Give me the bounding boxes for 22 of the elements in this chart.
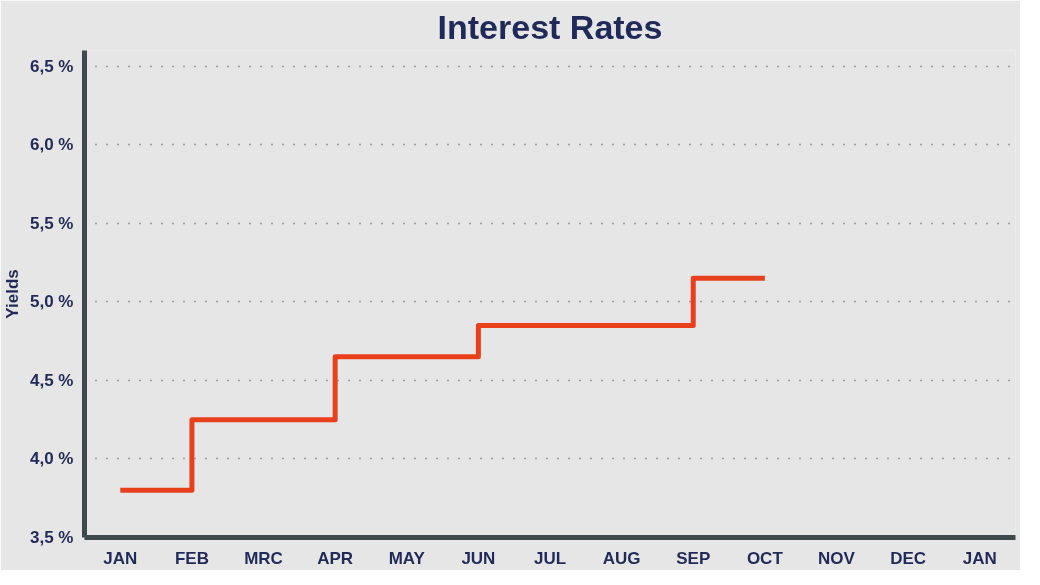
y-tick-label: 5,5 % xyxy=(30,213,74,233)
x-tick-label: OCT xyxy=(746,548,784,568)
y-tick-label: 6,5 % xyxy=(30,56,74,76)
x-tick-label: NOV xyxy=(818,548,856,568)
y-tick-label: 4,5 % xyxy=(30,370,74,390)
y-tick-label: 3,5 % xyxy=(30,528,74,547)
x-tick-label: JAN xyxy=(103,548,138,568)
y-axis-title: Yields xyxy=(3,269,23,319)
x-tick-label: JUN xyxy=(461,548,496,568)
x-tick-label: AUG xyxy=(602,548,641,568)
y-tick-label: 5,0 % xyxy=(30,292,74,312)
x-tick-label: JUL xyxy=(533,548,567,568)
x-tick-label: MAY xyxy=(388,548,426,568)
x-tick-label: FEB xyxy=(174,548,209,568)
chart-title: Interest Rates xyxy=(437,7,663,46)
x-tick-label: MRC xyxy=(244,548,283,568)
x-tick-label: APR xyxy=(317,548,354,568)
y-tick-label: 6,0 % xyxy=(30,135,74,155)
y-tick-label: 4,0 % xyxy=(30,449,74,469)
x-tick-label: SEP xyxy=(676,548,711,568)
x-tick-label: DEC xyxy=(890,548,927,568)
x-tick-label: JAN xyxy=(962,548,997,568)
